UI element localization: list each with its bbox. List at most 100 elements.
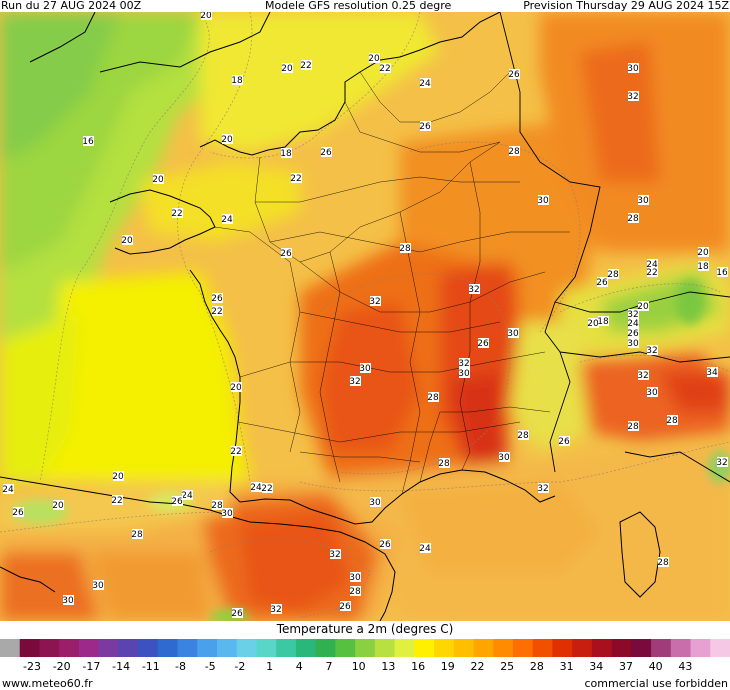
contour-label: 16 — [82, 136, 94, 147]
contour-label: 26 — [320, 147, 332, 158]
colorbar-swatch — [256, 639, 277, 657]
svg-text:30: 30 — [92, 581, 104, 591]
svg-text:18: 18 — [697, 262, 709, 272]
svg-text:26: 26 — [339, 602, 351, 612]
svg-text:20: 20 — [221, 135, 233, 145]
contour-label: 30 — [507, 328, 519, 339]
svg-text:32: 32 — [270, 605, 281, 615]
colorbar-ticks: -23 -20 -17 -14 -11 -8 -5 -2 1 4 7 10 13 16 19 22 25 28 31… — [0, 660, 730, 674]
colorbar-swatch — [78, 639, 100, 657]
contour-label: 32 — [270, 604, 282, 615]
svg-text:20: 20 — [152, 175, 164, 185]
colorbar-swatch — [394, 639, 415, 657]
contour-label: 24 — [646, 259, 658, 270]
svg-text:32: 32 — [349, 377, 360, 387]
svg-text:32: 32 — [637, 371, 648, 381]
colorbar-swatch — [414, 639, 435, 657]
svg-text:22: 22 — [261, 484, 272, 494]
svg-text:32: 32 — [329, 550, 340, 560]
site-credit: www.meteo60.fr — [2, 677, 93, 690]
contour-label: 22 — [300, 60, 312, 71]
contour-label: 24 — [419, 78, 431, 89]
contour-label: 28 — [131, 529, 143, 540]
colorbar-swatch — [315, 639, 337, 657]
contour-label: 24 — [181, 490, 193, 501]
colorbar-swatch — [670, 639, 692, 657]
svg-text:18: 18 — [231, 76, 243, 86]
colorbar-tick-label: 25 — [500, 660, 515, 673]
svg-text:24: 24 — [221, 215, 233, 225]
colorbar-swatch — [493, 639, 514, 657]
contour-label: 28 — [627, 213, 639, 224]
svg-text:20: 20 — [697, 248, 709, 258]
contour-label: 26 — [171, 496, 183, 507]
colorbar-swatch — [236, 639, 258, 657]
colorbar-tick-label: 16 — [411, 660, 426, 673]
colorbar-swatch — [276, 639, 297, 657]
svg-text:22: 22 — [111, 496, 122, 506]
svg-text:28: 28 — [399, 244, 411, 254]
colorbar-swatch — [374, 639, 396, 657]
contour-label: 32 — [627, 91, 639, 102]
svg-text:16: 16 — [82, 137, 94, 147]
temperature-zones — [0, 12, 730, 621]
colorbar-tick-label: 1 — [266, 660, 274, 673]
colorbar-tick-label: 4 — [295, 660, 303, 673]
contour-label: 30 — [458, 368, 470, 379]
svg-text:22: 22 — [290, 174, 301, 184]
svg-text:24: 24 — [419, 544, 431, 554]
contour-label: 30 — [637, 195, 649, 206]
contour-label: 26 — [339, 601, 351, 612]
contour-label: 28 — [657, 557, 669, 568]
contour-label: 28 — [517, 430, 529, 441]
contour-label: 20 — [221, 134, 233, 145]
colorbar-swatch — [138, 639, 159, 657]
svg-text:28: 28 — [349, 587, 361, 597]
colorbar-swatch — [710, 639, 730, 657]
contour-label: 20 — [152, 174, 164, 185]
svg-text:32: 32 — [627, 92, 638, 102]
colorbar-tick-label: -2 — [234, 660, 246, 673]
contour-label: 32 — [537, 483, 549, 494]
contour-label: 22 — [290, 173, 302, 184]
contour-label: 32 — [637, 370, 649, 381]
colorbar-swatch — [690, 639, 711, 657]
svg-text:30: 30 — [458, 369, 470, 379]
contour-label: 20 — [368, 53, 380, 64]
contour-label: 28 — [211, 500, 223, 511]
colorbar-swatch — [19, 639, 41, 657]
colorbar-tick-label: -20 — [52, 660, 71, 673]
svg-text:30: 30 — [221, 509, 233, 519]
svg-text:26: 26 — [211, 294, 223, 304]
svg-text:26: 26 — [419, 122, 431, 132]
contour-label: 28 — [399, 243, 411, 254]
svg-text:28: 28 — [657, 558, 669, 568]
svg-text:20: 20 — [637, 302, 649, 312]
svg-text:26: 26 — [558, 437, 570, 447]
usage-notice: commercial use forbidden — [584, 677, 729, 690]
colorbar-swatch — [197, 639, 218, 657]
contour-label: 18 — [597, 316, 609, 327]
colorbar-swatch — [532, 639, 554, 657]
colorbar-swatch — [118, 639, 139, 657]
colorbar-swatch — [217, 639, 238, 657]
svg-text:20: 20 — [112, 472, 124, 482]
svg-text:32: 32 — [468, 285, 479, 295]
svg-text:26: 26 — [596, 278, 608, 288]
colorbar-tick-label: 28 — [529, 660, 544, 673]
svg-text:30: 30 — [627, 339, 639, 349]
colorbar-tick-label: -17 — [82, 660, 101, 673]
contour-label: 32 — [349, 376, 361, 387]
svg-text:30: 30 — [537, 196, 549, 206]
national-borders — [499, 12, 730, 473]
svg-text:24: 24 — [627, 319, 639, 329]
contour-label: 18 — [697, 261, 709, 272]
colorbar-swatch — [39, 639, 60, 657]
colorbar-swatch — [177, 639, 198, 657]
contour-label: 28 — [349, 586, 361, 597]
colorbar-tick-label: -8 — [175, 660, 186, 673]
colorbar-tick-label: 40 — [648, 660, 663, 673]
svg-text:30: 30 — [62, 596, 74, 606]
contour-label: 30 — [359, 363, 371, 374]
svg-text:24: 24 — [419, 79, 431, 89]
